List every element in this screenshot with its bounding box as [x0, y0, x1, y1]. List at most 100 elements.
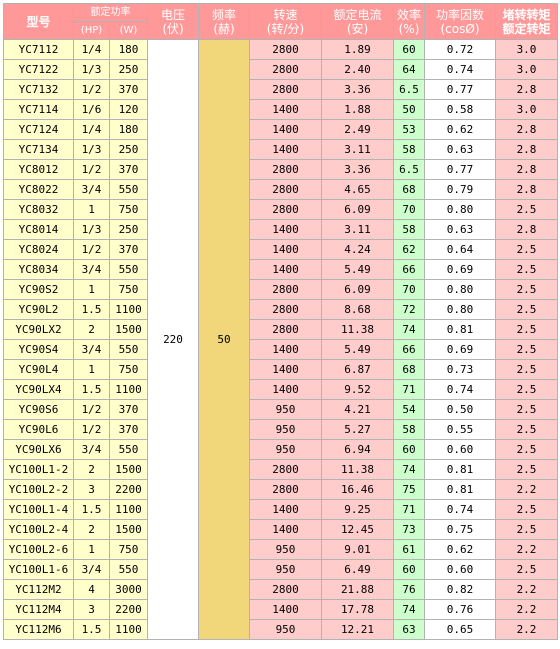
cell-model: YC90LX2 — [3, 319, 74, 340]
cell-speed: 950 — [249, 399, 322, 420]
table-row: YC8024 1/2 370 1400 4.24 62 0.64 2.5 — [3, 239, 558, 260]
cell-speed: 950 — [249, 419, 322, 440]
table-row: YC7134 1/3 250 1400 3.11 58 0.63 2.8 — [3, 139, 558, 160]
cell-power-w: 750 — [109, 539, 148, 560]
cell-speed: 2800 — [249, 279, 322, 300]
header-model: 型号 — [3, 3, 74, 40]
cell-torque-ratio: 2.2 — [495, 539, 558, 560]
cell-power-factor: 0.60 — [424, 439, 496, 460]
cell-torque-ratio: 2.5 — [495, 439, 558, 460]
cell-power-w: 550 — [109, 339, 148, 360]
cell-power-hp: 1/4 — [73, 39, 110, 60]
cell-speed: 1400 — [249, 239, 322, 260]
cell-efficiency: 73 — [393, 519, 425, 540]
cell-power-w: 250 — [109, 139, 148, 160]
cell-torque-ratio: 2.5 — [495, 319, 558, 340]
cell-current: 5.49 — [321, 259, 394, 280]
cell-torque-ratio: 2.2 — [495, 599, 558, 620]
cell-power-hp: 1.5 — [73, 499, 110, 520]
cell-power-w: 3000 — [109, 579, 148, 600]
cell-power-factor: 0.55 — [424, 419, 496, 440]
cell-speed: 950 — [249, 559, 322, 580]
cell-model: YC112M6 — [3, 619, 74, 640]
cell-torque-ratio: 2.8 — [495, 219, 558, 240]
cell-torque-ratio: 2.2 — [495, 579, 558, 600]
cell-efficiency: 74 — [393, 599, 425, 620]
cell-model: YC100L1-2 — [3, 459, 74, 480]
header-frequency: 频率 (赫) — [198, 3, 250, 40]
cell-torque-ratio: 2.5 — [495, 259, 558, 280]
table-row: YC100L1-4 1.5 1100 1400 9.25 71 0.74 2.5 — [3, 499, 558, 520]
cell-power-hp: 3/4 — [73, 339, 110, 360]
cell-efficiency: 58 — [393, 219, 425, 240]
cell-voltage: 220 — [147, 39, 199, 640]
cell-power-w: 1100 — [109, 299, 148, 320]
cell-torque-ratio: 2.8 — [495, 79, 558, 100]
cell-power-factor: 0.65 — [424, 619, 496, 640]
cell-power-hp: 3/4 — [73, 439, 110, 460]
cell-model: YC7124 — [3, 119, 74, 140]
cell-power-w: 550 — [109, 259, 148, 280]
cell-current: 5.27 — [321, 419, 394, 440]
cell-efficiency: 62 — [393, 239, 425, 260]
cell-torque-ratio: 2.5 — [495, 359, 558, 380]
cell-torque-ratio: 2.8 — [495, 179, 558, 200]
table-row: YC90L2 1.5 1100 2800 8.68 72 0.80 2.5 — [3, 299, 558, 320]
cell-power-factor: 0.64 — [424, 239, 496, 260]
table-row: YC112M4 3 2200 1400 17.78 74 0.76 2.2 — [3, 599, 558, 620]
cell-power-hp: 3 — [73, 599, 110, 620]
cell-power-factor: 0.75 — [424, 519, 496, 540]
table-row: YC8022 3/4 550 2800 4.65 68 0.79 2.8 — [3, 179, 558, 200]
table-row: YC90S4 3/4 550 1400 5.49 66 0.69 2.5 — [3, 339, 558, 360]
table-row: YC7112 1/4 180 220 50 2800 1.89 60 0.72 3.0 — [3, 39, 558, 640]
cell-efficiency: 61 — [393, 539, 425, 560]
table-row: YC7122 1/3 250 2800 2.40 64 0.74 3.0 — [3, 59, 558, 80]
cell-torque-ratio: 2.5 — [495, 559, 558, 580]
cell-power-factor: 0.72 — [424, 39, 496, 60]
cell-power-hp: 3/4 — [73, 259, 110, 280]
cell-current: 3.11 — [321, 219, 394, 240]
cell-current: 6.94 — [321, 439, 394, 460]
cell-power-hp: 2 — [73, 459, 110, 480]
cell-power-w: 1100 — [109, 499, 148, 520]
table-row: YC90L6 1/2 370 950 5.27 58 0.55 2.5 — [3, 419, 558, 440]
cell-torque-ratio: 2.5 — [495, 419, 558, 440]
cell-speed: 2800 — [249, 579, 322, 600]
cell-speed: 2800 — [249, 159, 322, 180]
cell-current: 21.88 — [321, 579, 394, 600]
cell-model: YC8032 — [3, 199, 74, 220]
cell-power-hp: 1 — [73, 279, 110, 300]
cell-current: 4.65 — [321, 179, 394, 200]
cell-efficiency: 74 — [393, 459, 425, 480]
table-row: YC100L1-2 2 1500 2800 11.38 74 0.81 2.5 — [3, 459, 558, 480]
header-voltage: 电压 (伏) — [147, 3, 199, 40]
cell-model: YC7122 — [3, 59, 74, 80]
cell-torque-ratio: 2.8 — [495, 119, 558, 140]
cell-power-hp: 1/2 — [73, 159, 110, 180]
cell-torque-ratio: 2.5 — [495, 199, 558, 220]
table-row: YC100L2-6 1 750 950 9.01 61 0.62 2.2 — [3, 539, 558, 560]
cell-current: 5.49 — [321, 339, 394, 360]
cell-model: YC7112 — [3, 39, 74, 60]
cell-speed: 1400 — [249, 99, 322, 120]
cell-current: 9.52 — [321, 379, 394, 400]
cell-power-factor: 0.58 — [424, 99, 496, 120]
cell-power-w: 550 — [109, 439, 148, 460]
cell-power-hp: 1/4 — [73, 119, 110, 140]
cell-torque-ratio: 3.0 — [495, 59, 558, 80]
table-row: YC8034 3/4 550 1400 5.49 66 0.69 2.5 — [3, 259, 558, 280]
header-power-hp: (HP) — [73, 21, 110, 40]
cell-model: YC7132 — [3, 79, 74, 100]
cell-efficiency: 60 — [393, 39, 425, 60]
cell-speed: 1400 — [249, 599, 322, 620]
cell-torque-ratio: 2.5 — [495, 339, 558, 360]
cell-power-hp: 1/2 — [73, 79, 110, 100]
cell-speed: 2800 — [249, 39, 322, 60]
cell-power-w: 550 — [109, 559, 148, 580]
spec-table-container: 型号 额定功率 电压 (伏) 频率 (赫) 转速 (转/分) 额定电流 (安) … — [3, 3, 558, 640]
cell-speed: 2800 — [249, 179, 322, 200]
cell-efficiency: 76 — [393, 579, 425, 600]
cell-torque-ratio: 2.8 — [495, 139, 558, 160]
cell-model: YC112M4 — [3, 599, 74, 620]
cell-model: YC100L1-6 — [3, 559, 74, 580]
